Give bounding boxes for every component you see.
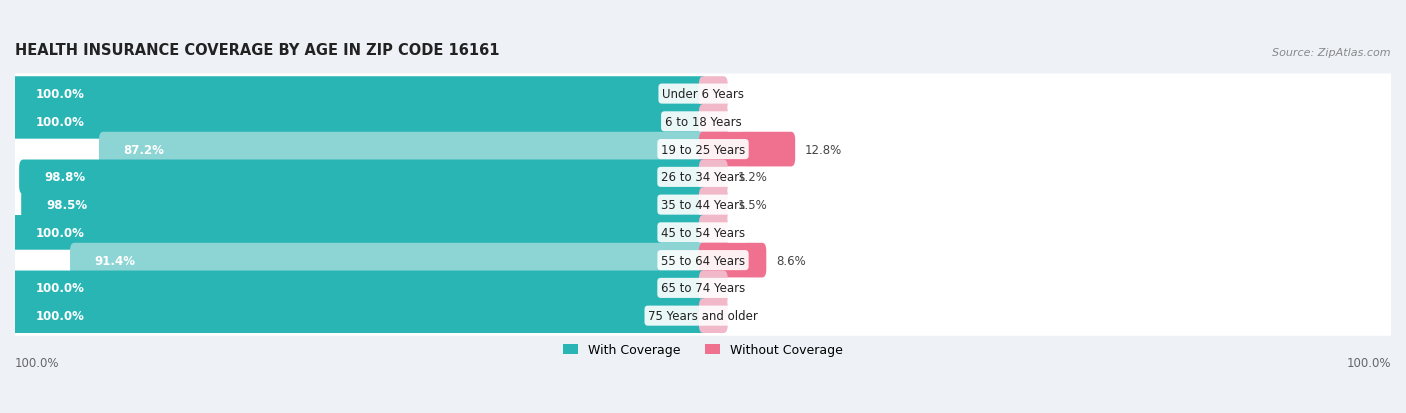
FancyBboxPatch shape bbox=[699, 188, 728, 223]
Text: 98.5%: 98.5% bbox=[46, 199, 87, 211]
FancyBboxPatch shape bbox=[11, 299, 707, 333]
FancyBboxPatch shape bbox=[10, 268, 1396, 308]
Text: 26 to 34 Years: 26 to 34 Years bbox=[661, 171, 745, 184]
Text: 19 to 25 Years: 19 to 25 Years bbox=[661, 143, 745, 156]
Text: 12.8%: 12.8% bbox=[804, 143, 842, 156]
Text: 6 to 18 Years: 6 to 18 Years bbox=[665, 116, 741, 128]
FancyBboxPatch shape bbox=[20, 160, 707, 195]
Text: 35 to 44 Years: 35 to 44 Years bbox=[661, 199, 745, 211]
FancyBboxPatch shape bbox=[70, 243, 707, 278]
FancyBboxPatch shape bbox=[11, 77, 707, 112]
Text: 100.0%: 100.0% bbox=[35, 226, 84, 239]
Text: 100.0%: 100.0% bbox=[1347, 357, 1391, 370]
Text: 98.8%: 98.8% bbox=[44, 171, 84, 184]
FancyBboxPatch shape bbox=[699, 160, 728, 195]
FancyBboxPatch shape bbox=[699, 77, 728, 112]
Text: 75 Years and older: 75 Years and older bbox=[648, 309, 758, 323]
Text: 100.0%: 100.0% bbox=[35, 282, 84, 294]
Text: 100.0%: 100.0% bbox=[35, 116, 84, 128]
Text: 45 to 54 Years: 45 to 54 Years bbox=[661, 226, 745, 239]
Legend: With Coverage, Without Coverage: With Coverage, Without Coverage bbox=[558, 338, 848, 361]
Text: 8.6%: 8.6% bbox=[776, 254, 806, 267]
FancyBboxPatch shape bbox=[10, 102, 1396, 142]
FancyBboxPatch shape bbox=[10, 185, 1396, 225]
Text: HEALTH INSURANCE COVERAGE BY AGE IN ZIP CODE 16161: HEALTH INSURANCE COVERAGE BY AGE IN ZIP … bbox=[15, 43, 499, 57]
FancyBboxPatch shape bbox=[10, 240, 1396, 280]
FancyBboxPatch shape bbox=[10, 157, 1396, 197]
FancyBboxPatch shape bbox=[21, 188, 707, 223]
Text: 100.0%: 100.0% bbox=[15, 357, 59, 370]
FancyBboxPatch shape bbox=[10, 130, 1396, 170]
Text: Under 6 Years: Under 6 Years bbox=[662, 88, 744, 101]
Text: Source: ZipAtlas.com: Source: ZipAtlas.com bbox=[1272, 47, 1391, 57]
FancyBboxPatch shape bbox=[10, 74, 1396, 114]
Text: 55 to 64 Years: 55 to 64 Years bbox=[661, 254, 745, 267]
FancyBboxPatch shape bbox=[98, 133, 707, 167]
FancyBboxPatch shape bbox=[11, 105, 707, 139]
FancyBboxPatch shape bbox=[699, 299, 728, 333]
FancyBboxPatch shape bbox=[699, 271, 728, 306]
Text: 100.0%: 100.0% bbox=[35, 309, 84, 323]
FancyBboxPatch shape bbox=[699, 216, 728, 250]
Text: 1.2%: 1.2% bbox=[737, 171, 768, 184]
FancyBboxPatch shape bbox=[10, 213, 1396, 253]
Text: 65 to 74 Years: 65 to 74 Years bbox=[661, 282, 745, 294]
Text: 100.0%: 100.0% bbox=[35, 88, 84, 101]
Text: 87.2%: 87.2% bbox=[124, 143, 165, 156]
FancyBboxPatch shape bbox=[10, 296, 1396, 336]
Text: 91.4%: 91.4% bbox=[94, 254, 136, 267]
FancyBboxPatch shape bbox=[699, 133, 796, 167]
FancyBboxPatch shape bbox=[699, 105, 728, 139]
FancyBboxPatch shape bbox=[11, 216, 707, 250]
FancyBboxPatch shape bbox=[699, 243, 766, 278]
FancyBboxPatch shape bbox=[11, 271, 707, 306]
Text: 1.5%: 1.5% bbox=[737, 199, 768, 211]
